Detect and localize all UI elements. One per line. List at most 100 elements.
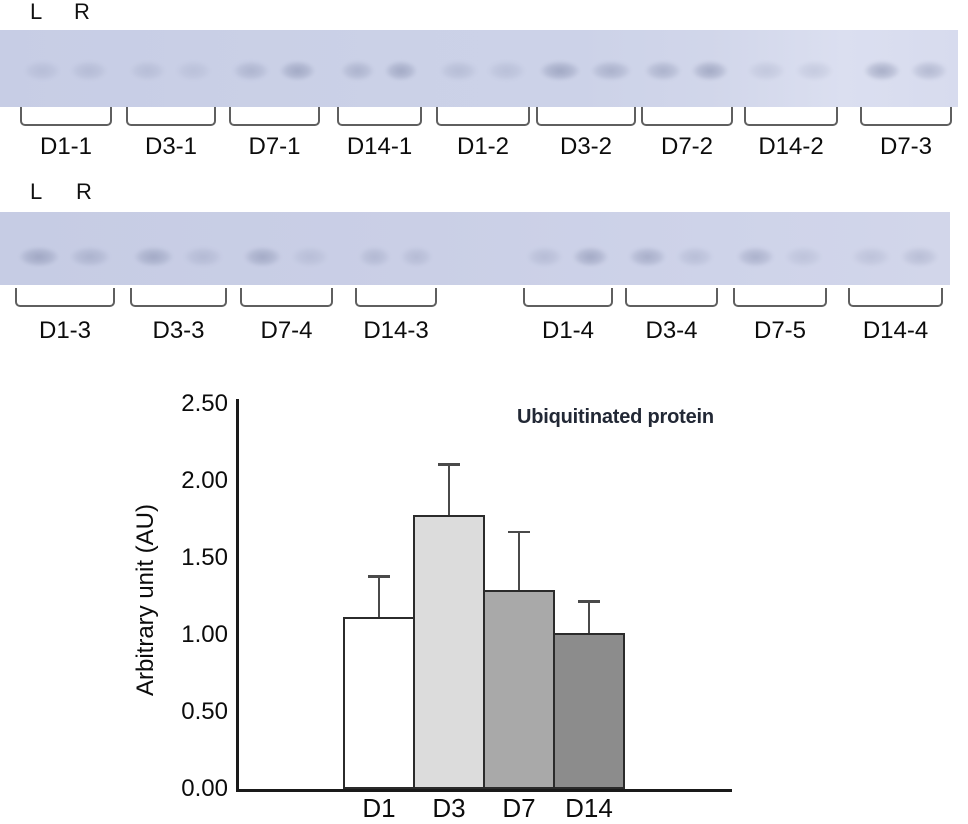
error-bar-stem <box>377 576 381 617</box>
lane-group-label: D7-4 <box>260 317 313 344</box>
blot-band <box>911 61 947 80</box>
x-axis-line <box>236 789 732 792</box>
lane-group-label: D7-2 <box>660 133 714 160</box>
blot-band <box>645 61 681 80</box>
chart-title: Ubiquitinated protein <box>517 406 714 428</box>
error-bar-cap <box>368 575 390 578</box>
lane-group-bracket <box>15 288 115 307</box>
bar-d1 <box>343 616 415 789</box>
x-tick-label: D7 <box>502 793 536 823</box>
error-bar-stem <box>447 464 451 515</box>
y-tick-label: 0.00 <box>181 775 228 802</box>
y-tick-label: 1.50 <box>181 544 228 571</box>
lane-group-label: D14-2 <box>758 133 824 160</box>
lane-group-bracket <box>625 288 718 307</box>
lane-group-bracket <box>436 107 530 126</box>
lane-marker-left: L <box>30 179 43 204</box>
blot-band <box>852 247 890 266</box>
lane-marker-left: L <box>30 0 43 24</box>
blot-band <box>70 247 110 266</box>
blot-band <box>737 247 774 266</box>
bar-d7 <box>483 590 555 789</box>
bar-d3 <box>413 514 485 789</box>
lane-group-bracket <box>229 107 320 126</box>
blot-band <box>540 61 580 80</box>
lane-group-bracket <box>20 107 112 126</box>
blot-band <box>676 247 713 266</box>
blot-band <box>183 247 222 266</box>
lane-group-label: D1-1 <box>39 133 93 160</box>
lane-group-bracket <box>536 107 636 126</box>
blot-band <box>233 61 269 80</box>
blot-band <box>527 247 562 266</box>
blot-band <box>488 61 525 80</box>
lane-group-bracket <box>641 107 733 126</box>
lane-group-label: D7-1 <box>248 133 301 160</box>
blot-band <box>900 247 938 266</box>
error-bar-stem <box>517 531 521 591</box>
x-tick-label: D14 <box>565 793 613 823</box>
lane-group-label: D1-4 <box>541 317 595 344</box>
lane-group-label: D14-3 <box>363 317 429 344</box>
lane-group-label: D3-1 <box>144 133 198 160</box>
lane-group-label: D7-5 <box>753 317 807 344</box>
western-blot-panel-bottom: L R D1-3 D3-3 D7-4 D14-3 D1-4 D3-4 D7-5 D14-4 <box>0 178 968 350</box>
lane-group-bracket <box>744 107 838 126</box>
blot-band <box>384 61 417 80</box>
blot-band <box>748 61 785 80</box>
lane-marker-right: R <box>76 179 92 204</box>
error-bar-stem <box>587 601 591 634</box>
lane-group-label: D3-3 <box>152 317 205 344</box>
blot-band <box>279 61 315 80</box>
lane-group-bracket <box>355 288 437 307</box>
y-tick-label: 2.50 <box>181 390 228 417</box>
blot-band <box>71 61 107 80</box>
blot-band <box>24 61 60 80</box>
western-blot-panel-top: L R D1-1 D3-1 D7-1 D14-1 D1-2 D3-2 D7-2 D14-2 D7… <box>0 0 968 172</box>
lane-group-label: D14-1 <box>346 133 413 160</box>
lane-group-bracket <box>240 288 333 307</box>
blot-band <box>440 61 477 80</box>
blot-band <box>134 247 173 266</box>
error-bar-cap <box>508 530 530 534</box>
lane-group-label: D1-2 <box>456 133 510 160</box>
bar-chart: Ubiquitinated protein Arbitrary unit (AU… <box>0 390 968 824</box>
blot-band <box>573 247 608 266</box>
lane-group-bracket <box>130 288 227 307</box>
blot-image <box>0 212 950 285</box>
blot-band <box>864 61 900 80</box>
x-tick-label: D1 <box>362 793 396 823</box>
blot-band <box>244 247 281 266</box>
y-axis-line <box>236 399 239 792</box>
blot-band <box>19 247 59 266</box>
blot-band <box>692 61 728 80</box>
lane-group-bracket <box>733 288 827 307</box>
error-bar-cap <box>578 600 600 603</box>
blot-band <box>130 61 165 80</box>
blot-band <box>591 61 631 80</box>
lane-marker-right: R <box>74 0 90 24</box>
blot-band <box>359 247 390 266</box>
error-bar-cap <box>438 463 460 466</box>
lane-group-label: D1-3 <box>38 317 92 344</box>
lane-group-bracket <box>848 288 943 307</box>
blot-band <box>796 61 833 80</box>
x-tick-label: D3 <box>432 793 466 823</box>
blot-band <box>291 247 328 266</box>
blot-band <box>401 247 432 266</box>
blot-band <box>176 61 211 80</box>
lane-group-label: D7-3 <box>879 133 933 160</box>
blot-band <box>629 247 666 266</box>
lane-group-label: D3-2 <box>559 133 613 160</box>
blot-band <box>341 61 374 80</box>
y-tick-label: 2.00 <box>181 467 228 494</box>
lane-group-label: D14-4 <box>862 317 929 344</box>
lane-group-bracket <box>337 107 422 126</box>
lane-group-label: D3-4 <box>645 317 698 344</box>
lane-group-bracket <box>126 107 216 126</box>
bar-d14 <box>553 633 625 789</box>
y-tick-label: 0.50 <box>181 698 228 725</box>
blot-image <box>0 30 958 107</box>
lane-group-bracket <box>523 288 613 307</box>
